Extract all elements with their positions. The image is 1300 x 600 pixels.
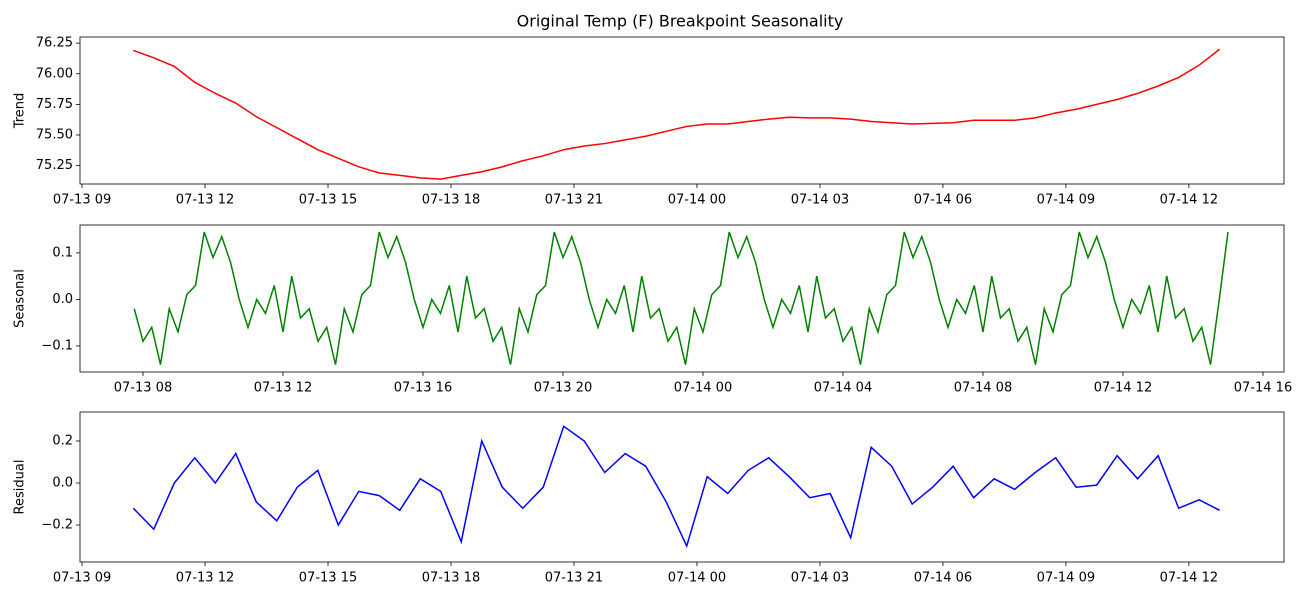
y-tick-label: −0.1	[41, 338, 73, 353]
data-line	[132, 425, 1220, 549]
y-tick-label: 75.75	[36, 97, 73, 112]
x-tick-label: 07-14 04	[814, 381, 872, 396]
x-tick-label: 07-13 12	[254, 381, 312, 396]
x-tick-label: 07-14 09	[1037, 193, 1095, 208]
axes-frame	[79, 224, 1285, 373]
data-line	[133, 231, 1229, 365]
x-tick-label: 07-13 09	[53, 193, 111, 208]
x-tick-label: 07-14 09	[1037, 571, 1095, 586]
x-tick-label: 07-13 12	[176, 571, 234, 586]
x-tick-label: 07-14 00	[668, 571, 726, 586]
y-tick-label: 0.1	[52, 245, 73, 260]
y-tick-label: 76.00	[36, 66, 73, 81]
x-tick-label: 07-13 16	[394, 381, 452, 396]
x-tick-label: 07-14 16	[1234, 381, 1292, 396]
axes-frame	[79, 36, 1285, 185]
data-line	[133, 48, 1221, 180]
x-tick-label: 07-14 00	[674, 381, 732, 396]
chart-title: Original Temp (F) Breakpoint Seasonality	[517, 12, 844, 31]
x-tick-label: 07-14 00	[668, 193, 726, 208]
x-tick-label: 07-14 03	[791, 571, 849, 586]
y-axis-label: Seasonal	[13, 269, 28, 328]
y-tick-label: 75.50	[36, 128, 73, 143]
x-tick-label: 07-13 20	[534, 381, 592, 396]
x-tick-label: 07-13 08	[114, 381, 172, 396]
y-tick-label: 0.0	[52, 476, 73, 491]
x-tick-label: 07-14 03	[791, 193, 849, 208]
x-tick-label: 07-13 18	[422, 193, 480, 208]
x-tick-label: 07-14 08	[954, 381, 1012, 396]
x-tick-label: 07-14 06	[914, 571, 972, 586]
y-tick-label: 76.25	[36, 36, 73, 51]
x-tick-label: 07-13 15	[299, 193, 357, 208]
x-tick-label: 07-13 15	[299, 571, 357, 586]
y-tick-label: 0.2	[52, 433, 73, 448]
y-axis-label: Residual	[13, 460, 28, 515]
y-axis-label: Trend	[13, 93, 28, 130]
x-tick-label: 07-13 09	[53, 571, 111, 586]
x-tick-label: 07-14 12	[1160, 571, 1218, 586]
y-tick-label: 0.0	[52, 292, 73, 307]
axes-frame	[79, 411, 1285, 563]
x-tick-label: 07-14 12	[1094, 381, 1152, 396]
x-tick-label: 07-14 06	[914, 193, 972, 208]
x-tick-label: 07-13 12	[176, 193, 234, 208]
y-tick-label: 75.25	[36, 158, 73, 173]
x-tick-label: 07-13 18	[422, 571, 480, 586]
x-tick-label: 07-13 21	[545, 193, 603, 208]
y-tick-label: −0.2	[41, 518, 73, 533]
x-tick-label: 07-13 21	[545, 571, 603, 586]
x-tick-label: 07-14 12	[1160, 193, 1218, 208]
